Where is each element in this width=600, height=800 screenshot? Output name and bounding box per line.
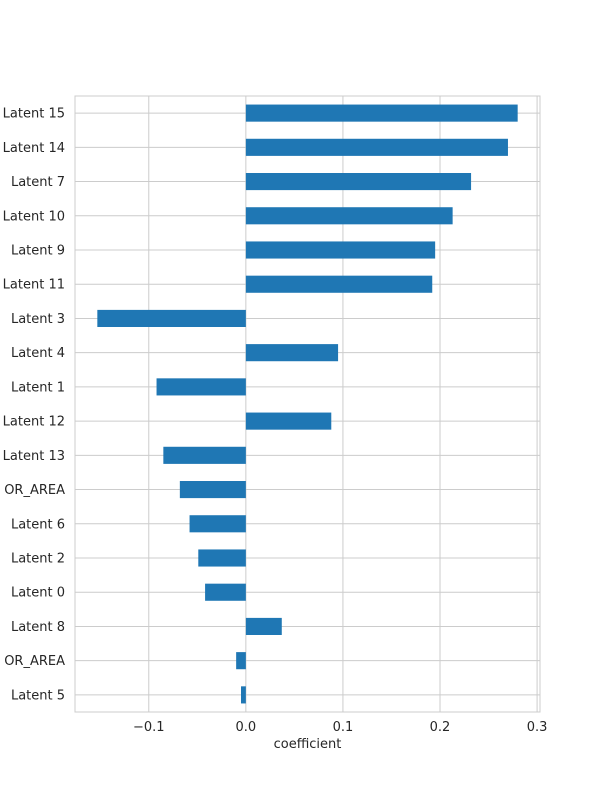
y-tick-label: Latent 0 <box>11 586 65 601</box>
bar-13 <box>198 549 246 567</box>
x-tick-label: 0.1 <box>333 720 354 735</box>
bar-3 <box>245 207 453 225</box>
bar-7 <box>245 344 339 362</box>
bar-11 <box>179 481 246 499</box>
y-tick-label: OR_AREA <box>4 654 65 669</box>
y-tick-labels: Latent 15 Latent 14 Latent 7 Latent 10 Laten… <box>3 107 65 704</box>
y-tick-label: Latent 4 <box>11 346 65 361</box>
bar-15 <box>245 617 282 635</box>
bar-17 <box>241 686 246 704</box>
x-tick-labels: −0.1 0.0 0.1 0.2 0.3 <box>133 720 547 735</box>
bar-5 <box>245 275 433 293</box>
bar-16 <box>236 652 246 670</box>
bar-10 <box>163 446 246 464</box>
y-tick-label: Latent 9 <box>11 244 65 259</box>
bar-8 <box>156 378 246 396</box>
x-tick-label: 0.2 <box>430 720 451 735</box>
plot-frame <box>74 95 541 713</box>
y-tick-label: Latent 8 <box>11 620 65 635</box>
x-tick-label: −0.1 <box>133 720 165 735</box>
x-axis-label: coefficient <box>274 737 342 752</box>
bar-12 <box>189 515 246 533</box>
y-tick-label: Latent 11 <box>3 278 65 293</box>
y-tick-label: OR_AREA <box>4 483 65 498</box>
frame-layer <box>74 95 541 713</box>
y-tick-label: Latent 14 <box>3 141 65 156</box>
bar-14 <box>205 583 246 601</box>
bar-1 <box>245 138 508 156</box>
y-tick-label: Latent 1 <box>11 380 65 395</box>
y-tick-label: Latent 15 <box>3 107 65 122</box>
y-tick-label: Latent 5 <box>11 688 65 703</box>
y-tick-label: Latent 10 <box>3 209 65 224</box>
y-tick-label: Latent 3 <box>11 312 65 327</box>
bar-0 <box>245 104 518 122</box>
y-tick-label: Latent 6 <box>11 517 65 532</box>
bars-layer <box>97 104 518 704</box>
y-tick-label: Latent 12 <box>3 415 65 430</box>
bar-6 <box>97 309 246 327</box>
bar-9 <box>245 412 332 430</box>
y-tick-label: Latent 7 <box>11 175 65 190</box>
y-tick-label: Latent 2 <box>11 552 65 567</box>
bar-4 <box>245 241 436 259</box>
x-tick-label: 0.0 <box>236 720 257 735</box>
bar-2 <box>245 173 472 191</box>
y-tick-label: Latent 13 <box>3 449 65 464</box>
x-tick-label: 0.3 <box>527 720 548 735</box>
